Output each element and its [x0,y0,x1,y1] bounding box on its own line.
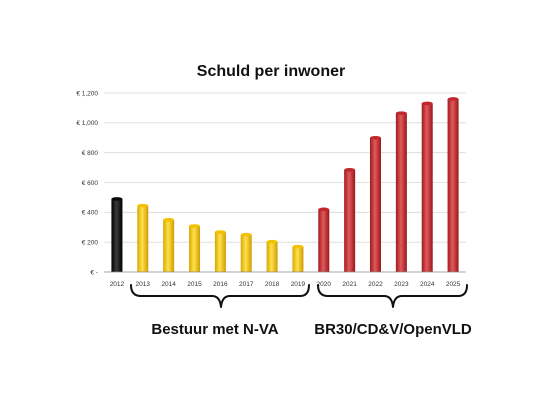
bar-2019 [292,247,303,272]
bar-cap-2012 [111,197,122,201]
y-tick-label: € 200 [82,239,99,246]
bar-cap-2020 [318,208,329,212]
bar-cap-2021 [344,168,355,172]
y-tick-label: € 1,000 [76,120,98,127]
bar-cap-2024 [422,102,433,106]
x-tick-label: 2016 [213,281,228,288]
x-axis-tick-labels: 2012 2013 2014 2015 2016 2017 2018 2019 2020 2021… [110,281,461,288]
bar-2021 [344,170,355,272]
bar-cap-2022 [370,136,381,140]
x-tick-label: 2019 [291,281,306,288]
bar-2020 [318,209,329,272]
x-tick-label: 2025 [446,281,461,288]
bar-cap-2019 [292,245,303,249]
brace-nva [131,285,309,307]
bar-cap-2014 [163,218,174,222]
bar-2017 [241,235,252,272]
x-tick-label: 2012 [110,281,125,288]
y-tick-label: € 800 [82,150,99,157]
chart-title: Schuld per inwoner [197,63,345,80]
group-label-nva: Bestuur met N-VA [151,321,278,338]
group-label-br30: BR30/CD&V/OpenVLD [314,321,472,338]
bar-2015 [189,226,200,272]
y-axis-tick-labels: € - € 200 € 400 € 600 € 800 € 1,000 € 1,200 [76,90,98,276]
bar-cap-2016 [215,230,226,234]
gridlines [104,93,466,242]
x-tick-label: 2021 [342,281,357,288]
bar-2022 [370,138,381,272]
y-tick-label: € 600 [82,180,99,187]
bar-2023 [396,113,407,272]
bar-cap-2015 [189,224,200,228]
y-tick-label: € 400 [82,210,99,217]
bar-2012 [111,199,122,272]
x-tick-label: 2024 [420,281,435,288]
bar-cap-2013 [137,204,148,208]
y-tick-label: € 1,200 [76,90,98,97]
x-tick-label: 2023 [394,281,409,288]
bar-cap-2018 [267,240,278,244]
y-tick-label: € - [90,269,98,276]
bar-2013 [137,206,148,272]
x-tick-label: 2017 [239,281,254,288]
bar-cap-2017 [241,233,252,237]
x-tick-label: 2022 [368,281,383,288]
bar-2024 [422,103,433,272]
x-tick-label: 2018 [265,281,280,288]
brace-br30 [318,285,467,307]
bar-cap-2025 [448,97,459,101]
bar-2016 [215,232,226,272]
x-tick-label: 2014 [161,281,176,288]
bar-cap-2023 [396,111,407,115]
bar-2018 [267,242,278,272]
bars [111,97,458,272]
x-tick-label: 2013 [136,281,151,288]
bar-2014 [163,220,174,272]
bar-2025 [448,99,459,272]
x-tick-label: 2015 [187,281,202,288]
